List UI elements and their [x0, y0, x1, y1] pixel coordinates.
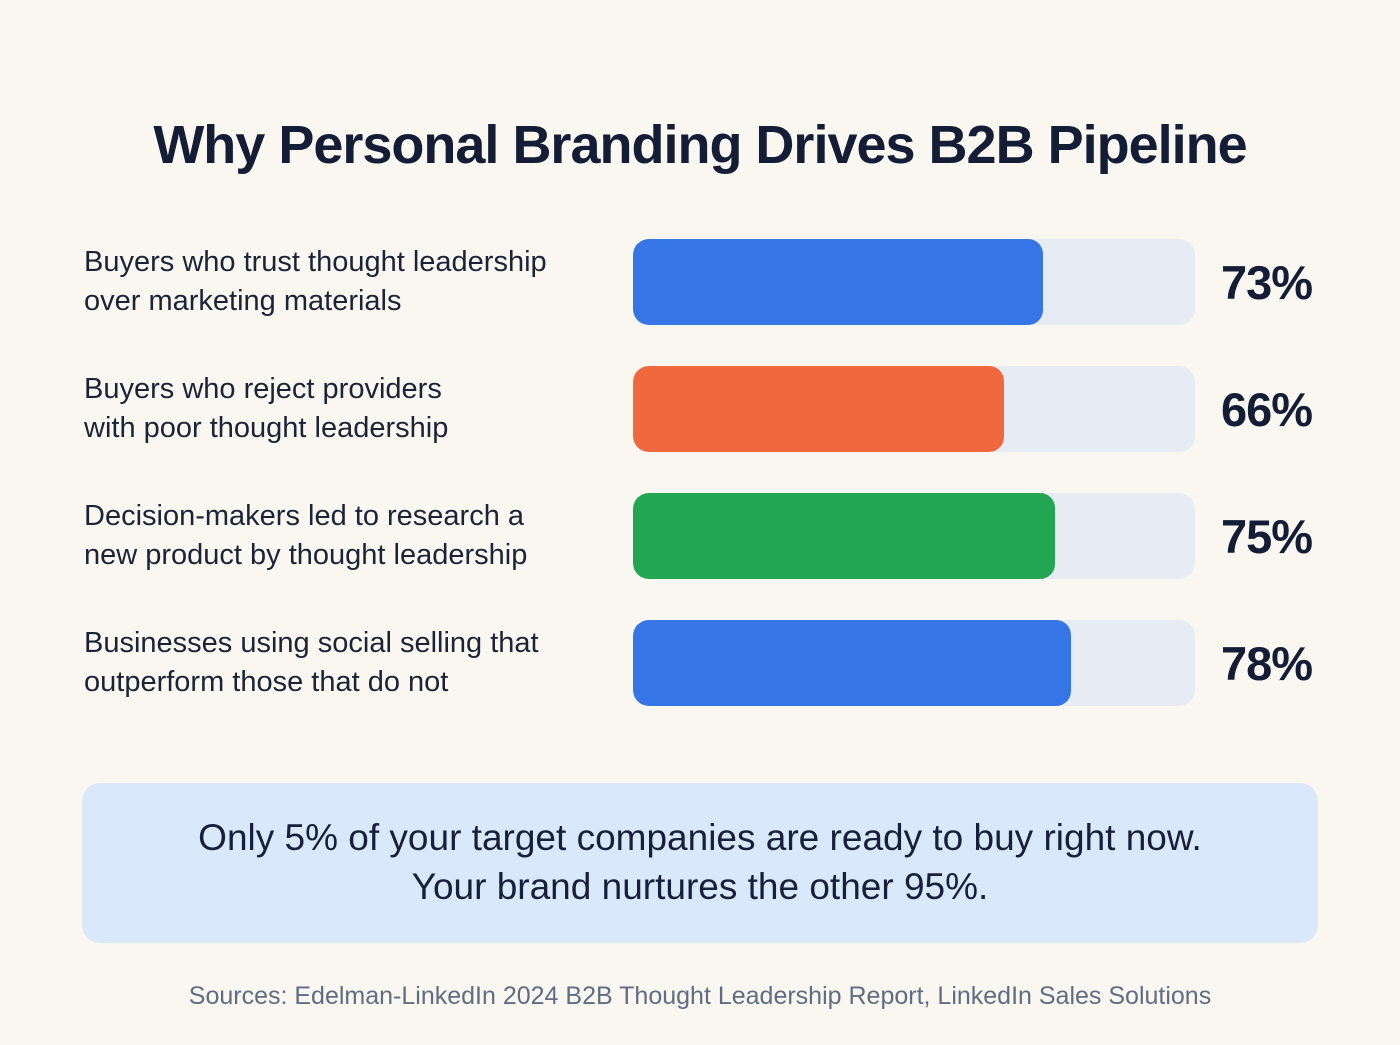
bar-row: Businesses using social selling that out… [84, 620, 1320, 706]
bar-track [633, 239, 1195, 325]
bar-value-label: 78% [1221, 636, 1313, 690]
bar-track [633, 620, 1195, 706]
bar-value-label: 66% [1221, 382, 1313, 436]
bar-fill [633, 620, 1072, 706]
bar-row-label: Decision-makers led to research a new pr… [84, 499, 528, 571]
bar-row-label: Buyers who trust thought leadership over… [84, 245, 547, 317]
bar-value-label: 73% [1221, 255, 1313, 309]
callout-text: Only 5% of your target companies are rea… [198, 817, 1202, 907]
callout-box: Only 5% of your target companies are rea… [82, 783, 1318, 943]
bar-fill [633, 239, 1044, 325]
source-attribution: Sources: Edelman-LinkedIn 2024 B2B Thoug… [188, 982, 1212, 1010]
bar-row-label: Businesses using social selling that out… [84, 626, 539, 698]
bar-track [633, 366, 1195, 452]
bar-chart: Buyers who trust thought leadership over… [84, 239, 1320, 706]
bar-row: Buyers who reject providers with poor th… [84, 366, 1320, 452]
bar-track [633, 493, 1195, 579]
page-title: Why Personal Branding Drives B2B Pipelin… [153, 115, 1247, 176]
bar-fill [633, 366, 1004, 452]
bar-row: Decision-makers led to research a new pr… [84, 493, 1320, 579]
bar-value-label: 75% [1221, 509, 1313, 563]
bar-row: Buyers who trust thought leadership over… [84, 239, 1320, 325]
bar-fill [633, 493, 1055, 579]
bar-row-label: Buyers who reject providers with poor th… [84, 372, 449, 444]
